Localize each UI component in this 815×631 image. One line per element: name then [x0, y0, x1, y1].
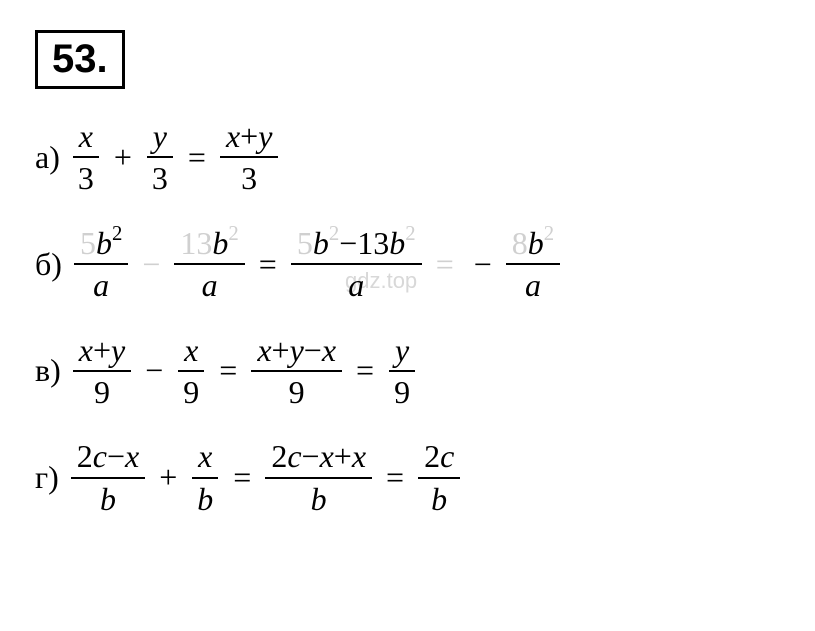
fraction-b2: 13b2 a	[174, 224, 244, 305]
den-b4: a	[519, 265, 547, 304]
equation-d: г) 2c−x b + x b = 2c−x+x b = 2c b	[35, 437, 785, 518]
den-d1: b	[94, 479, 122, 518]
den-c4: 9	[388, 372, 416, 411]
num-c1: x+y	[73, 331, 131, 372]
den-d2: b	[191, 479, 219, 518]
num-d2: x	[192, 437, 218, 478]
eq-b2: =	[436, 246, 454, 283]
equation-b: б) 5b2 a − 13b2 a = 5b2−13b2 a = − 8b2 a	[35, 224, 785, 305]
eq-d1: =	[233, 459, 251, 496]
den-c2: 9	[177, 372, 205, 411]
num-b3: 5b2−13b2	[291, 224, 422, 265]
num-d1: 2c−x	[71, 437, 145, 478]
label-c: в)	[35, 352, 61, 389]
label-a: а)	[35, 139, 60, 176]
num-c2: x	[178, 331, 204, 372]
fraction-b3: 5b2−13b2 a	[291, 224, 422, 305]
fraction-d1: 2c−x b	[71, 437, 145, 518]
num-a1: x	[73, 117, 99, 158]
eq-c2: =	[356, 352, 374, 389]
fraction-b4: 8b2 a	[506, 224, 560, 305]
label-b: б)	[35, 246, 62, 283]
den-a3: 3	[235, 158, 263, 197]
equation-a: а) x 3 + y 3 = x+y 3	[35, 117, 785, 198]
label-d: г)	[35, 459, 59, 496]
equation-c: в) x+y 9 − x 9 = x+y−x 9 = y 9	[35, 331, 785, 412]
fraction-a2: y 3	[146, 117, 174, 198]
num-a3: x+y	[220, 117, 278, 158]
num-a2: y	[147, 117, 173, 158]
num-b1: 5b2	[74, 224, 128, 265]
fraction-d3: 2c−x+x b	[265, 437, 372, 518]
den-c3: 9	[283, 372, 311, 411]
fraction-b1: 5b2 a	[74, 224, 128, 305]
op-a1: +	[114, 139, 132, 176]
op-d1: +	[159, 459, 177, 496]
den-a2: 3	[146, 158, 174, 197]
eq-c1: =	[219, 352, 237, 389]
den-a1: 3	[72, 158, 100, 197]
num-c4: y	[389, 331, 415, 372]
fraction-c3: x+y−x 9	[251, 331, 342, 412]
fraction-c2: x 9	[177, 331, 205, 412]
eq-b1: =	[259, 246, 277, 283]
fraction-c1: x+y 9	[73, 331, 131, 412]
num-c3: x+y−x	[251, 331, 342, 372]
den-b1: a	[87, 265, 115, 304]
num-d3: 2c−x+x	[265, 437, 372, 478]
fraction-d2: x b	[191, 437, 219, 518]
op-c1: −	[145, 352, 163, 389]
op-b1: −	[142, 246, 160, 283]
eq-d2: =	[386, 459, 404, 496]
fraction-d4: 2c b	[418, 437, 460, 518]
den-b3: a	[342, 265, 370, 304]
eq-a1: =	[188, 139, 206, 176]
num-b4: 8b2	[506, 224, 560, 265]
num-d4: 2c	[418, 437, 460, 478]
problem-number: 53.	[52, 37, 108, 81]
den-b2: a	[196, 265, 224, 304]
num-b2: 13b2	[174, 224, 244, 265]
problem-number-box: 53.	[35, 30, 125, 89]
den-d3: b	[305, 479, 333, 518]
neg-b: −	[474, 246, 492, 283]
fraction-c4: y 9	[388, 331, 416, 412]
fraction-a1: x 3	[72, 117, 100, 198]
den-c1: 9	[88, 372, 116, 411]
den-d4: b	[425, 479, 453, 518]
fraction-a3: x+y 3	[220, 117, 278, 198]
